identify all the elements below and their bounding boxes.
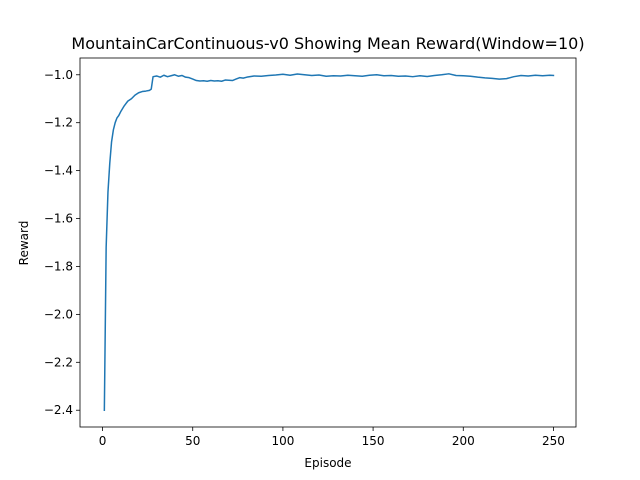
plot-background: [80, 58, 576, 427]
y-tick-label: −1.0: [44, 68, 73, 82]
y-axis-label: Reward: [17, 221, 31, 266]
x-tick-label: 150: [362, 434, 385, 448]
y-tick-label: −1.4: [44, 164, 73, 178]
y-tick-label: −1.8: [44, 259, 73, 273]
x-tick-label: 250: [542, 434, 565, 448]
y-axis-ticks: −2.4 −2.2 −2.0 −1.8 −1.6 −1.4 −1.2 −1.0: [44, 68, 80, 417]
x-tick-label: 50: [185, 434, 200, 448]
x-axis-ticks: 0 50 100 150 200 250: [99, 427, 565, 448]
x-tick-label: 0: [99, 434, 107, 448]
series-line: [103, 73, 555, 411]
plot-frame: [79, 57, 577, 428]
y-tick-label: −1.2: [44, 116, 73, 130]
plot-area: 0 50 100 150 200 250 −2.4 −2.2 −2.0 −1.8 −1.6 −1.4…: [44, 57, 577, 448]
x-tick-label: 200: [452, 434, 475, 448]
y-tick-label: −1.6: [44, 212, 73, 226]
x-tick-label: 100: [271, 434, 294, 448]
y-tick-label: −2.4: [44, 403, 73, 417]
x-axis-label: Episode: [304, 456, 351, 470]
y-tick-label: −2.0: [44, 307, 73, 321]
chart-title: MountainCarContinuous-v0 Showing Mean Re…: [71, 34, 584, 53]
y-tick-label: −2.2: [44, 355, 73, 369]
